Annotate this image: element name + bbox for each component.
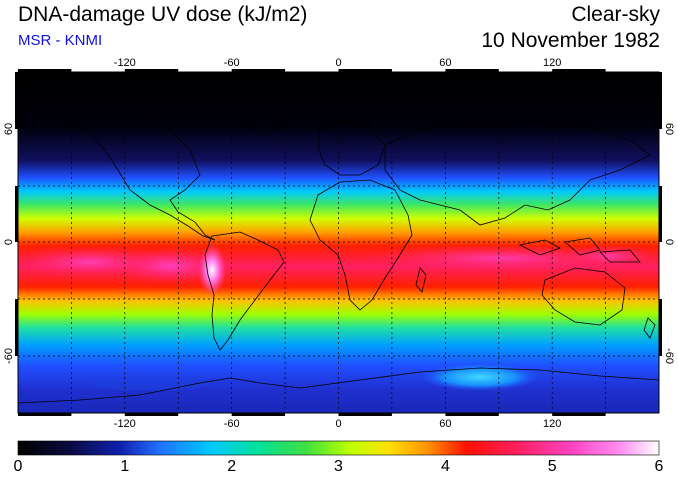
source-subtitle: MSR - KNMI	[18, 32, 103, 49]
lon-tick-top: 120	[543, 57, 561, 69]
lat-tick-right: -60	[663, 348, 675, 364]
lon-tick-top: -60	[224, 57, 240, 69]
map-frame	[15, 69, 662, 416]
lat-tick-left: -60	[3, 348, 15, 364]
lon-tick-top: 0	[335, 57, 341, 69]
lon-tick-bottom: -60	[224, 418, 240, 430]
graticule	[18, 72, 659, 413]
colorbar-label: 2	[227, 458, 237, 475]
lat-tick-left: 60	[3, 123, 15, 135]
lon-tick-top: 60	[439, 57, 451, 69]
lat-tick-right: 0	[663, 239, 675, 245]
colorbar	[17, 440, 660, 456]
colorbar-label: 5	[547, 458, 557, 475]
coastlines	[18, 91, 659, 404]
lon-tick-bottom: 0	[335, 418, 341, 430]
colorbar-label: 1	[120, 458, 130, 475]
lat-tick-left: 0	[3, 239, 15, 245]
lon-tick-bottom: 60	[439, 418, 451, 430]
sky-condition-label: Clear-sky	[571, 3, 660, 26]
colorbar-label: 0	[13, 458, 23, 475]
uv-field	[18, 72, 659, 413]
lon-tick-bottom: 120	[543, 418, 561, 430]
colorbar-label: 3	[334, 458, 343, 475]
date-label: 10 November 1982	[481, 29, 660, 52]
colorbar-label: 4	[440, 458, 450, 475]
lon-tick-bottom: -120	[114, 418, 136, 430]
page-title: DNA-damage UV dose (kJ/m2)	[18, 3, 308, 26]
lon-tick-top: -120	[114, 57, 136, 69]
colorbar-label: 6	[654, 458, 664, 475]
lat-tick-right: 60	[663, 123, 675, 135]
